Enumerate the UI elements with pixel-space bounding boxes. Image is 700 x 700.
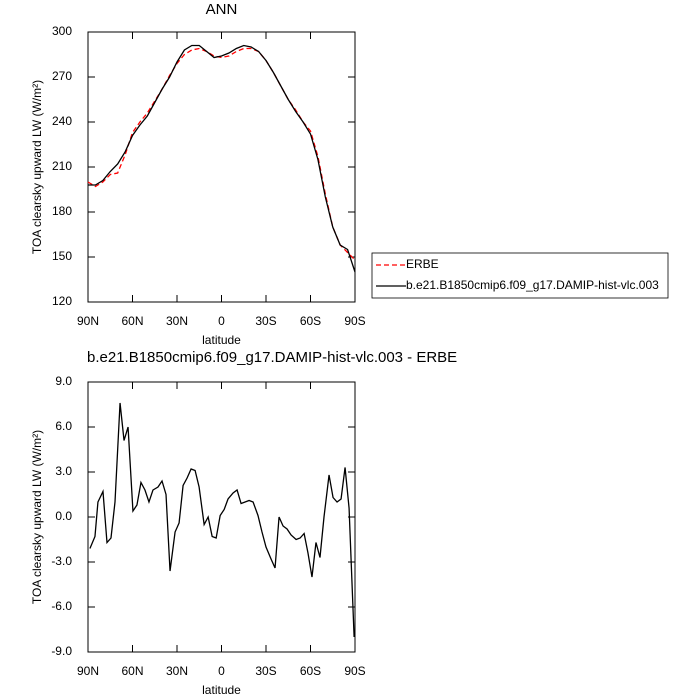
- y-tick-label: 3.0: [55, 464, 72, 478]
- y-tick-label: -6.0: [51, 599, 72, 613]
- x-axis-label: latitude: [202, 683, 241, 697]
- y-tick-label: 9.0: [55, 374, 72, 388]
- y-tick-label: -9.0: [51, 644, 72, 658]
- legend-label: ERBE: [406, 257, 439, 271]
- x-tick-label: 90S: [344, 314, 365, 328]
- legend-label: b.e21.B1850cmip6.f09_g17.DAMIP-hist-vlc.…: [406, 278, 659, 292]
- x-tick-label: 30N: [166, 314, 188, 328]
- x-axis-label: latitude: [202, 333, 241, 347]
- y-tick-label: 240: [52, 114, 72, 128]
- y-tick-label: 6.0: [55, 419, 72, 433]
- x-tick-label: 60N: [121, 314, 143, 328]
- data-line: [87, 47, 356, 261]
- x-tick-label: 90N: [77, 664, 99, 678]
- x-tick-label: 30S: [255, 664, 276, 678]
- y-tick-label: 270: [52, 69, 72, 83]
- x-tick-label: 60S: [300, 664, 321, 678]
- y-axis-label: TOA clearsky upward LW (W/m²): [30, 430, 44, 604]
- chart-title: ANN: [206, 1, 238, 18]
- x-tick-label: 0: [218, 664, 225, 678]
- y-tick-label: 150: [52, 249, 72, 263]
- x-tick-label: 60S: [300, 314, 321, 328]
- y-tick-label: 120: [52, 294, 72, 308]
- x-tick-label: 90S: [344, 664, 365, 678]
- x-tick-label: 90N: [77, 314, 99, 328]
- data-line: [89, 402, 355, 638]
- chart-title: b.e21.B1850cmip6.f09_g17.DAMIP-hist-vlc.…: [87, 349, 457, 366]
- x-tick-label: 30S: [255, 314, 276, 328]
- y-tick-label: 180: [52, 204, 72, 218]
- plot-frame: [87, 381, 356, 653]
- x-tick-label: 60N: [121, 664, 143, 678]
- x-tick-label: 0: [218, 314, 225, 328]
- y-tick-label: 0.0: [55, 509, 72, 523]
- y-tick-label: 210: [52, 159, 72, 173]
- y-axis-label: TOA clearsky upward LW (W/m²): [30, 80, 44, 254]
- plot-frame: [87, 31, 356, 303]
- legend-box: [371, 252, 669, 299]
- y-tick-label: -3.0: [51, 554, 72, 568]
- data-line: [88, 44, 356, 273]
- y-tick-label: 300: [52, 24, 72, 38]
- x-tick-label: 30N: [166, 664, 188, 678]
